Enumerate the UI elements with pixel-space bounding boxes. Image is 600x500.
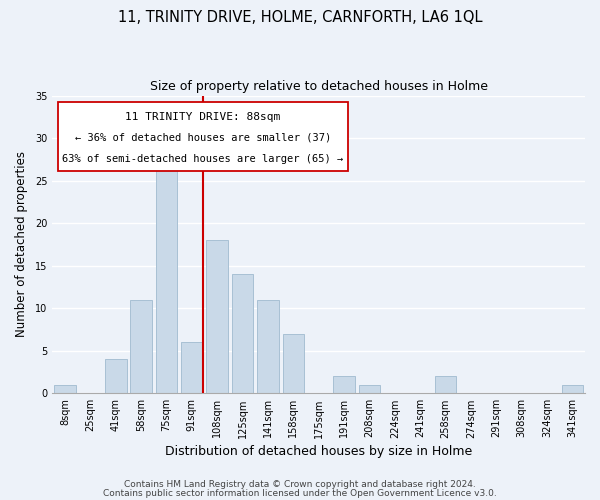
Bar (105, 360, 127, 394)
Bar (283, 334, 304, 394)
FancyBboxPatch shape (58, 102, 348, 172)
Bar (181, 342, 203, 394)
Title: Size of property relative to detached houses in Holme: Size of property relative to detached ho… (149, 80, 488, 93)
Bar (435, 376, 456, 394)
Y-axis label: Number of detached properties: Number of detached properties (15, 152, 28, 338)
Text: 63% of semi-detached houses are larger (65) →: 63% of semi-detached houses are larger (… (62, 154, 343, 164)
Text: Contains HM Land Registry data © Crown copyright and database right 2024.: Contains HM Land Registry data © Crown c… (124, 480, 476, 489)
Bar (232, 274, 253, 394)
Bar (130, 300, 152, 394)
Bar (359, 385, 380, 394)
Bar (562, 385, 583, 394)
Bar (206, 240, 228, 394)
Bar (333, 376, 355, 394)
Text: 11, TRINITY DRIVE, HOLME, CARNFORTH, LA6 1QL: 11, TRINITY DRIVE, HOLME, CARNFORTH, LA6… (118, 10, 482, 25)
Text: 11 TRINITY DRIVE: 88sqm: 11 TRINITY DRIVE: 88sqm (125, 112, 280, 122)
Bar (155, 164, 177, 394)
X-axis label: Distribution of detached houses by size in Holme: Distribution of detached houses by size … (165, 444, 472, 458)
Text: Contains public sector information licensed under the Open Government Licence v3: Contains public sector information licen… (103, 488, 497, 498)
Text: ← 36% of detached houses are smaller (37): ← 36% of detached houses are smaller (37… (74, 133, 331, 143)
Bar (257, 300, 279, 394)
Bar (54, 385, 76, 394)
